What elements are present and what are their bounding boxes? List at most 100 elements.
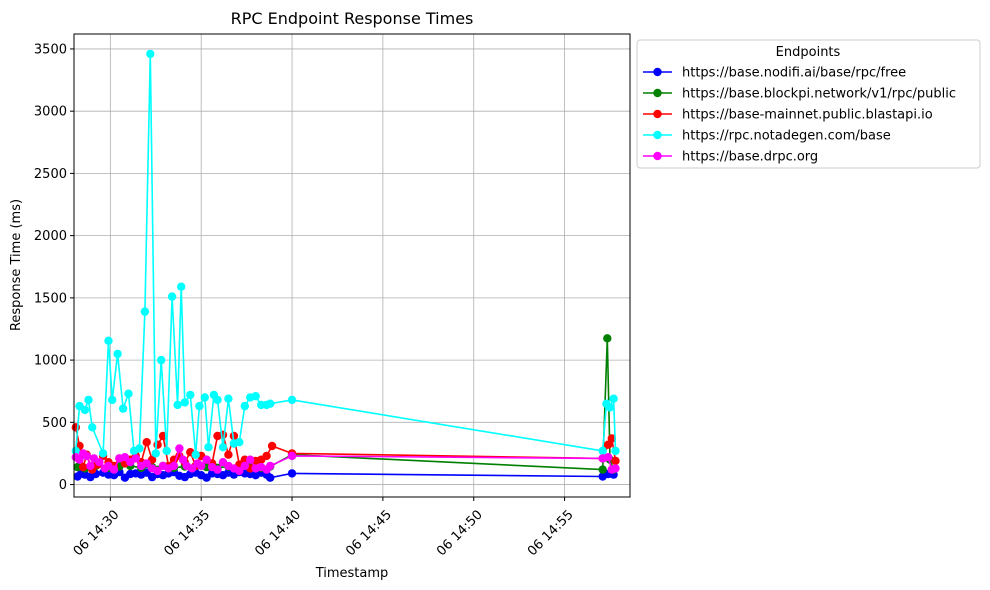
data-point: [240, 461, 249, 471]
data-point: [611, 446, 620, 456]
legend-label: https://base.blockpi.network/v1/rpc/publ…: [682, 87, 956, 102]
series-4: [71, 49, 620, 459]
series-5: [71, 444, 620, 476]
data-point: [266, 461, 275, 471]
legend-entry: https://rpc.notadegen.com/base: [643, 129, 891, 144]
data-point: [135, 444, 144, 453]
data-point: [213, 395, 222, 405]
legend-marker: [653, 67, 662, 77]
data-point: [95, 458, 104, 467]
data-point: [235, 466, 244, 476]
legend-label: https://rpc.notadegen.com/base: [682, 129, 891, 144]
data-point: [611, 464, 620, 473]
data-point: [604, 440, 613, 449]
data-point: [611, 456, 620, 466]
legend-entry: https://base-mainnet.public.blastapi.io: [643, 108, 933, 123]
data-point: [131, 454, 140, 463]
data-point: [266, 473, 275, 482]
legend-marker: [653, 88, 662, 98]
legend-title: Endpoints: [776, 45, 841, 60]
data-point: [213, 465, 222, 474]
data-point: [169, 461, 179, 471]
data-point: [266, 399, 275, 408]
legend-box: [636, 39, 981, 169]
data-point: [251, 392, 260, 401]
data-point: [598, 446, 607, 456]
data-point: [142, 459, 151, 468]
data-point: [178, 455, 188, 464]
data-point: [224, 450, 233, 459]
data-point: [109, 465, 119, 474]
data-point: [82, 451, 91, 461]
data-point: [157, 355, 166, 365]
data-point: [167, 292, 177, 301]
legend-marker: [653, 109, 662, 119]
data-point: [84, 395, 93, 405]
data-point: [191, 450, 200, 459]
data-point: [218, 443, 228, 452]
y-axis-ticks: 0 500 1000 1500 2000 2500 3000 3500: [34, 42, 74, 493]
data-point: [240, 401, 249, 411]
legend-entries: https://base.nodifi.ai/base/rpc/free http…: [643, 66, 956, 165]
data-point: [195, 401, 204, 411]
data-point: [287, 451, 297, 461]
data-point: [224, 394, 233, 403]
legend-entry: https://base.nodifi.ai/base/rpc/free: [643, 66, 906, 81]
data-point: [202, 455, 211, 464]
y-tick-label: 2500: [34, 167, 67, 182]
data-point: [118, 404, 128, 413]
data-point: [80, 405, 90, 415]
y-tick-label: 1000: [34, 354, 67, 369]
data-point: [88, 423, 97, 432]
data-point: [153, 466, 162, 476]
data-point: [153, 440, 162, 449]
y-tick-label: 1500: [34, 291, 67, 306]
chart-title: RPC Endpoint Response Times: [231, 9, 474, 28]
data-point: [218, 430, 228, 439]
legend-marker: [653, 151, 662, 161]
data-point: [229, 431, 239, 441]
legend-label: https://base-mainnet.public.blastapi.io: [682, 108, 933, 123]
data-point: [267, 441, 277, 451]
data-point: [607, 434, 616, 443]
data-point: [287, 469, 297, 478]
data-point: [146, 49, 155, 59]
data-point: [598, 465, 607, 474]
data-point: [197, 461, 206, 471]
grid: [74, 34, 630, 497]
y-tick-label: 3000: [34, 105, 67, 120]
legend: Endpoints https://base.nodifi.ai/base/rp…: [636, 39, 981, 169]
data-point: [605, 403, 615, 412]
x-axis-label: Timestamp: [315, 566, 389, 581]
y-tick-label: 0: [59, 478, 67, 493]
legend-label: https://base.drpc.org: [682, 150, 818, 165]
data-point: [609, 394, 618, 403]
data-point: [151, 449, 160, 458]
legend-entry: https://base.blockpi.network/v1/rpc/publ…: [643, 87, 956, 102]
data-point: [187, 464, 197, 473]
data-point: [124, 389, 133, 398]
data-point: [98, 449, 108, 458]
data-point: [177, 282, 186, 291]
legend-marker: [653, 130, 662, 140]
data-point: [140, 307, 150, 316]
plot-series: [71, 49, 620, 482]
legend-entry: https://base.drpc.org: [643, 150, 818, 165]
legend-label: https://base.nodifi.ai/base/rpc/free: [682, 66, 906, 81]
data-point: [262, 451, 271, 461]
data-point: [604, 453, 613, 462]
data-point: [603, 334, 612, 343]
y-axis-label: Response Time (ms): [9, 199, 24, 331]
data-point: [235, 438, 244, 447]
data-point: [120, 453, 130, 462]
data-point: [180, 398, 189, 407]
data-point: [186, 390, 195, 400]
data-point: [104, 336, 113, 345]
y-tick-label: 500: [42, 416, 67, 431]
data-point: [175, 444, 184, 453]
y-tick-label: 3500: [34, 42, 67, 57]
data-point: [287, 395, 297, 405]
data-point: [204, 443, 213, 452]
data-point: [142, 438, 151, 447]
